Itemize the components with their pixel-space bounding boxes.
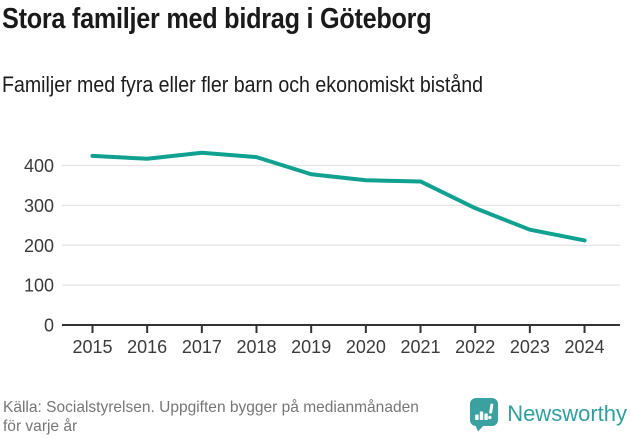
svg-text:2022: 2022: [455, 337, 495, 357]
svg-text:200: 200: [24, 236, 54, 256]
svg-text:2017: 2017: [182, 337, 222, 357]
svg-text:2021: 2021: [400, 337, 440, 357]
svg-text:100: 100: [24, 276, 54, 296]
chart-subtitle: Familjer med fyra eller fler barn och ek…: [2, 72, 484, 97]
svg-text:300: 300: [24, 196, 54, 216]
grid-lines: [62, 164, 620, 286]
source-note: Källa: Socialstyrelsen. Uppgiften bygger…: [3, 398, 464, 436]
svg-text:2016: 2016: [127, 337, 167, 357]
x-axis: [62, 324, 620, 333]
svg-text:2023: 2023: [510, 337, 550, 357]
chart-title: Stora familjer med bidrag i Göteborg: [2, 3, 432, 35]
svg-text:2015: 2015: [72, 337, 112, 357]
brand-name: Newsworthy: [507, 401, 627, 426]
svg-text:0: 0: [44, 316, 54, 336]
source-line-2: för varje år: [3, 418, 78, 435]
svg-text:2019: 2019: [291, 337, 331, 357]
svg-text:2020: 2020: [346, 337, 386, 357]
source-line-1: Källa: Socialstyrelsen. Uppgiften bygger…: [3, 399, 419, 416]
x-axis-labels: 2015 2016 2017 2018 2019 2020 2021 2022 2023 2024: [72, 337, 604, 357]
newsworthy-brand-link[interactable]: Newsworthy: [469, 396, 627, 432]
svg-text:400: 400: [24, 156, 54, 176]
y-axis-labels: 0 100 200 300 400: [24, 156, 54, 336]
svg-text:2024: 2024: [565, 337, 605, 357]
svg-text:2018: 2018: [236, 337, 276, 357]
data-line: [90, 150, 587, 243]
newsworthy-icon: [470, 398, 499, 432]
